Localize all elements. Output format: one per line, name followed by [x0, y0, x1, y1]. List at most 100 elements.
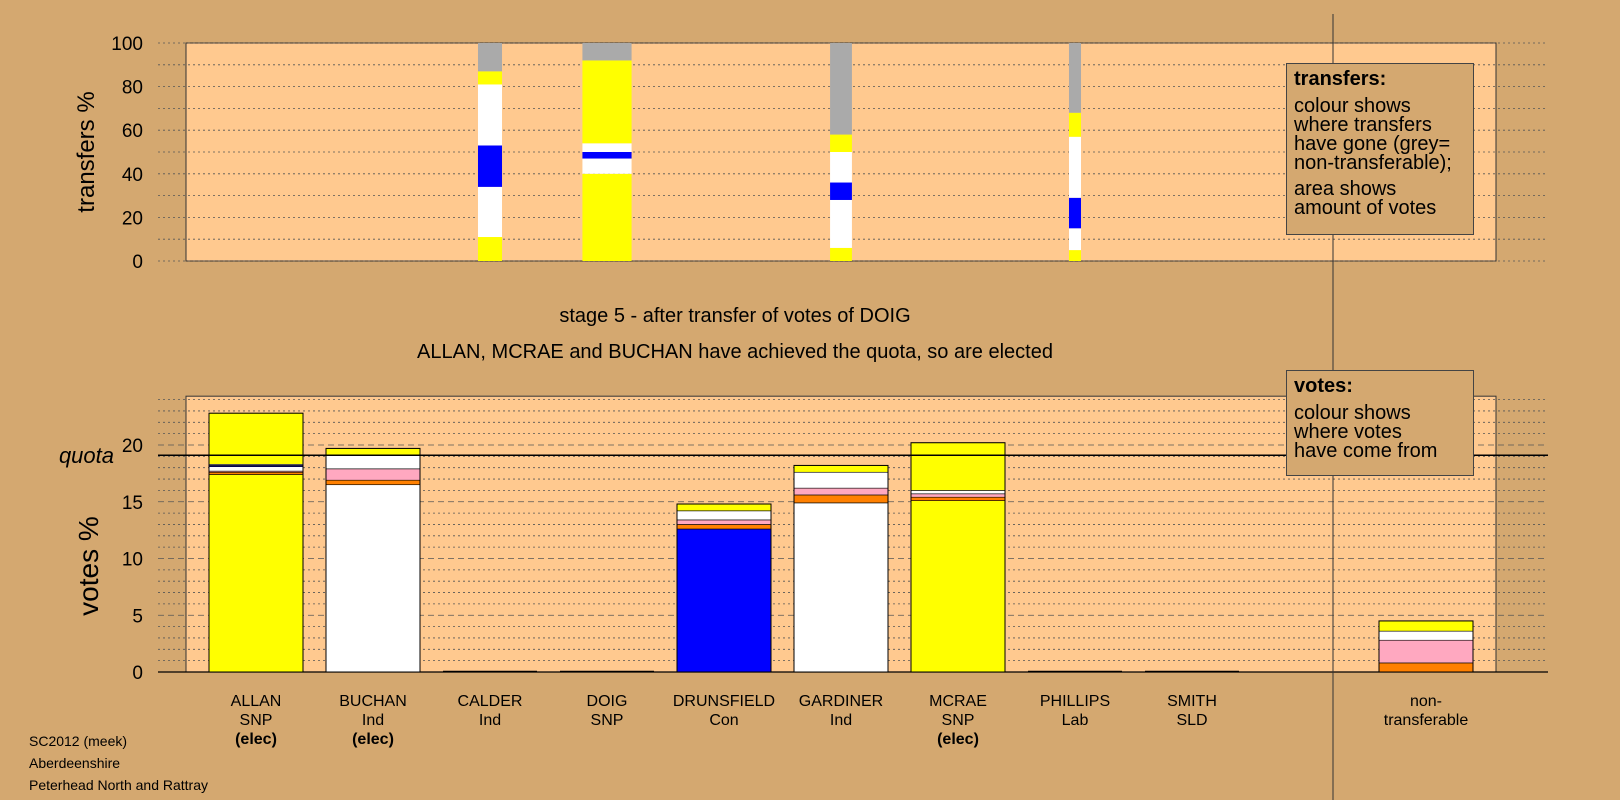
transfer-segment-calder	[477, 186, 503, 238]
transfer-segment-doig	[582, 158, 632, 174]
candidate-party-label: Ind	[362, 712, 384, 729]
transfer-segment-calder	[477, 145, 503, 187]
vote-segment-gardiner	[793, 471, 889, 489]
votes-y-axis-label: votes %	[73, 516, 104, 616]
transfers-y-tick-label: 40	[122, 165, 143, 186]
votes-legend-text: colour shows where votes have come from	[1294, 402, 1438, 462]
candidate-party-label: Ind	[479, 712, 501, 729]
candidate-party-label: SLD	[1176, 712, 1207, 729]
votes-y-tick-label: 5	[132, 606, 143, 627]
candidate-name-label: CALDER	[458, 693, 523, 710]
votes-y-tick-label: 10	[122, 550, 143, 571]
footer-council: Aberdeenshire	[29, 755, 121, 771]
candidate-elected-label: (elec)	[352, 731, 394, 748]
transfer-segment-doig	[582, 43, 632, 61]
transfer-segment-phillips	[1068, 112, 1082, 137]
transfer-segment-phillips	[1068, 250, 1082, 261]
transfer-segment-doig	[582, 173, 632, 261]
candidate-name-label: DOIG	[587, 693, 628, 710]
candidate-name-label: BUCHAN	[339, 693, 407, 710]
quota-label: quota	[59, 443, 114, 468]
vote-segment-non-	[1378, 639, 1474, 664]
transfer-segment-gardiner	[830, 247, 852, 261]
transfer-segment-phillips	[1068, 228, 1082, 251]
vote-segment-mcrae	[910, 493, 1006, 498]
candidate-party-label: SNP	[591, 712, 624, 729]
transfers-y-tick-label: 60	[122, 121, 143, 142]
vote-segment-non-	[1378, 662, 1474, 673]
transfer-segment-phillips	[1068, 136, 1082, 198]
candidate-name-label: PHILLIPS	[1040, 693, 1110, 710]
vote-bar-outline	[325, 447, 421, 673]
vote-segment-allan	[208, 471, 304, 475]
transfers-y-tick-label: 20	[122, 208, 143, 229]
vote-bar-outline	[910, 442, 1006, 673]
vote-segment-non-	[1378, 630, 1474, 641]
vote-segment-non-	[1378, 620, 1474, 632]
candidate-party-label: Ind	[830, 712, 852, 729]
candidate-name-label: SMITH	[1167, 693, 1217, 710]
vote-segment-allan	[208, 412, 304, 465]
transfer-segment-doig	[582, 152, 632, 159]
transfers-legend: transfers: colour shows where transfers …	[1286, 63, 1474, 235]
vote-segment-drunsfield	[676, 519, 772, 525]
vote-bar-outline	[793, 464, 889, 673]
candidate-party-label: SNP	[942, 712, 975, 729]
vote-segment-buchan	[325, 479, 421, 486]
candidate-party-label: Con	[709, 712, 738, 729]
vote-segment-mcrae	[910, 490, 1006, 495]
candidate-party-label: SNP	[240, 712, 273, 729]
votes-legend: votes: colour shows where votes have com…	[1286, 370, 1474, 476]
transfer-segment-gardiner	[830, 134, 852, 152]
transfers-legend-title: transfers:	[1294, 68, 1387, 90]
vote-segment-buchan	[325, 468, 421, 481]
stage-subtitle: ALLAN, MCRAE and BUCHAN have achieved th…	[417, 341, 1053, 363]
vote-segment-drunsfield	[676, 528, 772, 673]
candidate-party-label: Lab	[1062, 712, 1089, 729]
transfer-segment-calder	[477, 71, 503, 85]
vote-segment-gardiner	[793, 487, 889, 496]
vote-segment-allan	[208, 474, 304, 673]
vote-bar-outline	[208, 412, 304, 673]
vote-segment-gardiner	[793, 465, 889, 473]
vote-segment-mcrae	[910, 496, 1006, 501]
transfer-segment-gardiner	[830, 182, 852, 200]
vote-bar-outline	[1378, 620, 1474, 673]
vote-segment-buchan	[325, 484, 421, 673]
candidate-name-label: MCRAE	[929, 693, 987, 710]
transfer-segment-calder	[477, 237, 503, 261]
vote-segment-mcrae	[910, 500, 1006, 673]
transfers-legend-text-1: colour shows where transfers have gone (…	[1294, 95, 1452, 174]
transfer-segment-doig	[582, 60, 632, 144]
vote-segment-drunsfield	[676, 524, 772, 530]
vote-segment-drunsfield	[676, 510, 772, 521]
vote-bar-outline	[676, 503, 772, 673]
transfers-y-axis-label: transfers %	[73, 91, 100, 212]
transfer-segment-phillips	[1068, 43, 1082, 113]
candidate-name-label: DRUNSFIELD	[673, 693, 775, 710]
votes-legend-title: votes:	[1294, 375, 1353, 397]
transfer-segment-doig	[582, 143, 632, 152]
stage-title: stage 5 - after transfer of votes of DOI…	[559, 305, 910, 327]
vote-segment-mcrae	[910, 442, 1006, 491]
transfer-segment-gardiner	[830, 199, 852, 248]
vote-segment-buchan	[325, 448, 421, 456]
candidate-name-label: GARDINER	[799, 693, 883, 710]
votes-y-tick-label: 15	[122, 493, 143, 514]
transfer-segment-phillips	[1068, 197, 1082, 229]
candidate-name-label: non-	[1410, 693, 1442, 710]
footer-ward: Peterhead North and Rattray	[29, 777, 208, 793]
candidate-party-label: transferable	[1384, 712, 1469, 729]
vote-segment-gardiner	[793, 494, 889, 504]
candidate-elected-label: (elec)	[235, 731, 277, 748]
vote-segment-allan	[208, 466, 304, 472]
vote-segment-drunsfield	[676, 503, 772, 512]
transfers-legend-text-2: area shows amount of votes	[1294, 178, 1437, 219]
footer-method: SC2012 (meek)	[29, 733, 128, 749]
votes-y-tick-label: 0	[132, 663, 143, 684]
transfer-segment-gardiner	[830, 152, 852, 183]
vote-segment-buchan	[325, 454, 421, 470]
transfers-y-tick-label: 100	[111, 34, 143, 55]
candidate-name-label: ALLAN	[231, 693, 282, 710]
